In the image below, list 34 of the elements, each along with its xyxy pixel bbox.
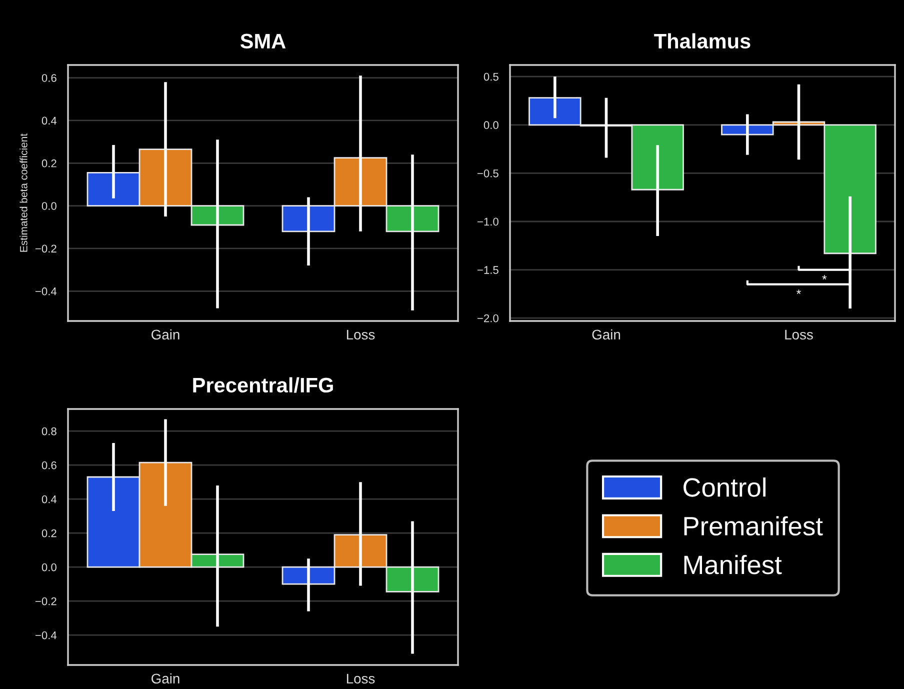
legend-label: Premanifest [684, 516, 823, 536]
y-tick-label: 0.0 [484, 121, 498, 130]
x-tick-label: Gain [592, 329, 620, 340]
y-tick-label: −1.0 [478, 218, 498, 226]
y-tick-label: 0.6 [42, 74, 56, 82]
y-tick-label: 0.0 [42, 563, 56, 572]
y-tick-label: −0.2 [36, 244, 56, 253]
y-tick-label: 0.4 [42, 116, 57, 125]
x-tick-label: Loss [785, 330, 813, 340]
legend-label: Control [684, 477, 766, 497]
y-tick-label: 0.6 [42, 461, 56, 470]
y-tick-label: −1.5 [478, 266, 498, 274]
x-tick-label: Loss [346, 330, 375, 340]
y-tick-label: −0.2 [36, 597, 56, 606]
y-tick-label: 0.0 [42, 202, 56, 210]
y-tick-label: 0.2 [42, 159, 56, 168]
y-tick-label: 0.5 [484, 72, 498, 81]
x-tick-label: Gain [152, 329, 180, 340]
y-tick-label: 0.4 [42, 495, 57, 504]
y-axis-title: Estimated beta coefficient [20, 134, 28, 252]
y-tick-label: −0.5 [478, 169, 498, 178]
chart-title: Precentral/IFG [193, 377, 333, 393]
x-tick-label: Gain [152, 673, 180, 684]
y-tick-label: 0.8 [42, 427, 56, 436]
y-tick-label: −0.4 [36, 631, 57, 640]
y-tick-label: 0.2 [42, 529, 56, 538]
chart-title: SMA [240, 34, 286, 49]
annotation: * [796, 290, 801, 294]
chart-title: Thalamus [654, 33, 750, 49]
y-tick-label: −0.4 [36, 287, 57, 296]
y-tick-label: −2.0 [478, 314, 498, 322]
annotation: * [822, 275, 827, 280]
legend-label: Manifest [684, 554, 782, 574]
x-tick-label: Loss [346, 674, 375, 684]
